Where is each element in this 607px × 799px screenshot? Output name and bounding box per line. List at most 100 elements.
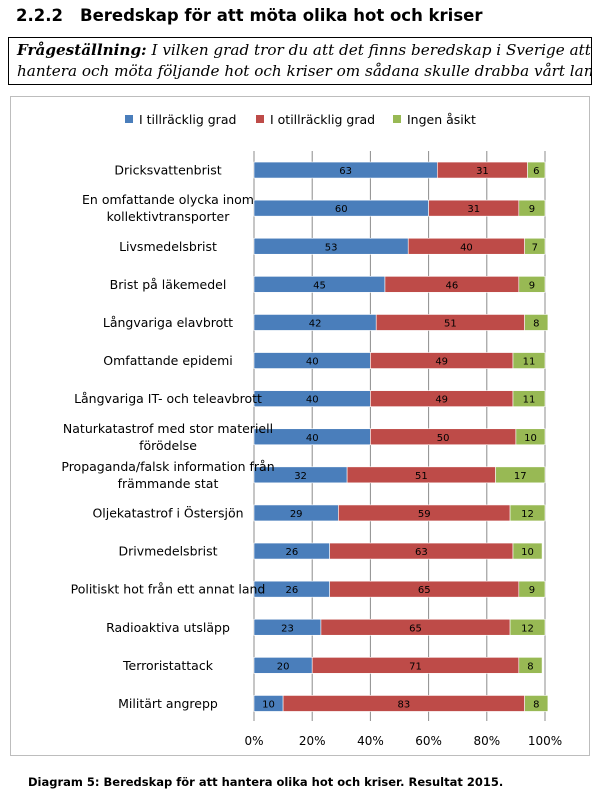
bar-segment xyxy=(524,237,546,255)
category-label: En omfattande olycka inom xyxy=(82,192,254,207)
x-axis-ticks: 0% 20% 40% 60% 80% 100% xyxy=(244,734,562,748)
category-label: Drivmedelsbrist xyxy=(118,544,217,559)
x-tick-label: 60% xyxy=(415,734,442,748)
question-label: Frågeställning: xyxy=(17,41,147,59)
legend-label: I tillräcklig grad xyxy=(139,112,236,127)
category-labels: Dricksvattenbrist En omfattande olycka in… xyxy=(61,163,274,711)
category-label: Omfattande epidemi xyxy=(103,353,232,368)
x-tick-label: 40% xyxy=(357,734,384,748)
data-label: 51 xyxy=(415,471,428,482)
data-label: 40 xyxy=(460,242,473,253)
section-number: 2.2.2 xyxy=(16,6,63,25)
data-label: 71 xyxy=(409,661,422,672)
data-label: 65 xyxy=(409,623,422,634)
section-heading: 2.2.2 Beredskap för att möta olika hot oc… xyxy=(16,6,482,25)
bar-segment xyxy=(518,276,546,293)
data-label: 63 xyxy=(415,547,428,558)
bar-segment xyxy=(518,199,546,217)
data-label: 31 xyxy=(476,166,489,177)
legend-label: I otillräcklig grad xyxy=(270,112,375,127)
bar-segment xyxy=(512,390,546,407)
data-label: 26 xyxy=(285,585,298,596)
data-label: 51 xyxy=(444,318,457,329)
data-label: 50 xyxy=(437,433,450,444)
data-label: 60 xyxy=(335,204,348,215)
bar-segment xyxy=(518,657,543,674)
data-label: 17 xyxy=(514,471,527,482)
x-tick-label: 100% xyxy=(528,734,562,748)
data-label: 40 xyxy=(306,357,319,368)
data-label: 10 xyxy=(521,547,534,558)
data-label: 9 xyxy=(529,585,535,596)
data-label: 26 xyxy=(285,547,298,558)
bar-segment xyxy=(512,542,543,560)
bars: 63 31 6 60 31 9 53 40 7 45 46 9 42 51 8 40 49 11 40 49 11 40 5… xyxy=(253,161,549,712)
x-tick-label: 20% xyxy=(299,734,326,748)
bar-segment xyxy=(495,466,546,484)
category-label: Naturkatastrof med stor materiell xyxy=(63,421,273,436)
legend-swatch xyxy=(125,115,133,123)
x-tick-label: 0% xyxy=(244,734,263,748)
bar-segment xyxy=(527,161,546,179)
data-label: 29 xyxy=(290,509,303,520)
question-line-1: Frågeställning: I vilken grad tror du at… xyxy=(17,40,591,61)
data-label: 65 xyxy=(418,585,431,596)
category-label: Politiskt hot från ett annat land xyxy=(71,582,266,597)
bar-segment xyxy=(509,504,546,522)
data-label: 12 xyxy=(521,509,534,520)
section-title: Beredskap för att möta olika hot och kri… xyxy=(80,6,483,25)
data-label: 6 xyxy=(533,166,539,177)
data-label: 10 xyxy=(524,433,537,444)
category-label: Livsmedelsbrist xyxy=(119,239,217,254)
bar-segment xyxy=(509,618,546,636)
data-label: 11 xyxy=(523,357,536,368)
bar-segment xyxy=(515,428,546,446)
data-label: 46 xyxy=(446,280,459,291)
data-label: 9 xyxy=(529,280,535,291)
category-label: Dricksvattenbrist xyxy=(114,163,221,178)
data-label: 31 xyxy=(467,204,480,215)
data-label: 11 xyxy=(523,395,536,406)
category-label: främmande stat xyxy=(118,476,219,491)
legend-swatch xyxy=(393,115,401,123)
category-label: kollektivtransporter xyxy=(107,209,231,224)
data-label: 83 xyxy=(397,699,410,710)
bar-segment xyxy=(524,314,549,331)
category-label: Oljekatastrof i Östersjön xyxy=(92,504,243,520)
data-label: 49 xyxy=(435,357,448,368)
bar-segment xyxy=(518,580,546,598)
category-label: Långvariga IT- och teleavbrott xyxy=(74,391,262,406)
data-label: 63 xyxy=(339,166,352,177)
category-label: Propaganda/falsk information från xyxy=(61,459,274,474)
data-label: 23 xyxy=(281,623,294,634)
question-text-2: hantera och möta följande hot och kriser… xyxy=(17,62,592,80)
data-label: 10 xyxy=(262,699,275,710)
data-label: 8 xyxy=(533,318,539,329)
legend-label: Ingen åsikt xyxy=(407,112,476,127)
data-label: 32 xyxy=(294,471,307,482)
question-box: Frågeställning: I vilken grad tror du at… xyxy=(8,37,592,85)
data-label: 12 xyxy=(521,623,534,634)
data-label: 40 xyxy=(306,433,319,444)
category-label: Militärt angrepp xyxy=(118,696,218,711)
data-label: 42 xyxy=(309,318,322,329)
legend: I tillräcklig grad I otillräcklig grad Ing… xyxy=(125,112,476,127)
data-label: 8 xyxy=(527,661,533,672)
data-label: 53 xyxy=(325,242,338,253)
data-label: 49 xyxy=(435,395,448,406)
question-text-1: I vilken grad tror du att det finns bere… xyxy=(151,41,591,59)
category-label: Radioaktiva utsläpp xyxy=(106,620,230,635)
data-label: 59 xyxy=(418,509,431,520)
category-label: förödelse xyxy=(139,438,197,453)
category-label: Långvariga elavbrott xyxy=(103,315,233,330)
bar-segment xyxy=(524,695,549,712)
figure-caption: Diagram 5: Beredskap för att hantera oli… xyxy=(28,775,504,789)
data-label: 45 xyxy=(313,280,326,291)
data-label: 20 xyxy=(277,661,290,672)
data-label: 8 xyxy=(533,699,539,710)
category-label: Terroristattack xyxy=(122,658,214,673)
x-tick-label: 80% xyxy=(473,734,500,748)
legend-swatch xyxy=(256,115,264,123)
data-label: 40 xyxy=(306,395,319,406)
